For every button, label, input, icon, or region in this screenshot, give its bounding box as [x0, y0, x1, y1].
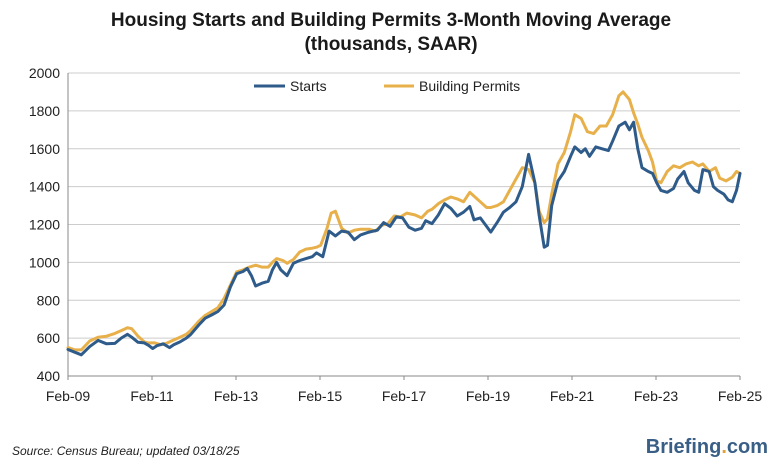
- y-tick-label: 1800: [29, 103, 60, 119]
- x-tick-label: Feb-19: [466, 388, 511, 404]
- y-tick-label: 1400: [29, 179, 60, 195]
- x-tick-label: Feb-13: [214, 388, 259, 404]
- x-tick-label: Feb-09: [46, 388, 91, 404]
- y-tick-label: 400: [37, 368, 61, 384]
- y-tick-label: 1200: [29, 217, 60, 233]
- y-tick-label: 1600: [29, 141, 60, 157]
- series-line-building-permits: [66, 90, 742, 352]
- x-tick-label: Feb-11: [130, 388, 174, 404]
- y-tick-label: 1000: [29, 254, 60, 270]
- y-tick-label: 800: [37, 292, 61, 308]
- x-tick-label: Feb-21: [550, 388, 595, 404]
- briefing-logo: Briefing.com: [645, 436, 768, 458]
- x-tick-label: Feb-17: [382, 388, 427, 404]
- y-tick-label: 2000: [29, 65, 60, 81]
- legend-label-building-permits: Building Permits: [419, 78, 520, 94]
- x-tick-label: Feb-25: [718, 388, 763, 404]
- source-note: Source: Census Bureau; updated 03/18/25: [12, 444, 240, 458]
- legend-label-starts: Starts: [290, 78, 327, 94]
- x-tick-label: Feb-23: [634, 388, 679, 404]
- x-tick-label: Feb-15: [298, 388, 343, 404]
- series-line-starts: [66, 120, 742, 357]
- chart-title-line1: Housing Starts and Building Permits 3-Mo…: [110, 10, 672, 31]
- chart-title-line2: (thousands, SAAR): [304, 34, 478, 55]
- y-tick-label: 600: [37, 330, 61, 346]
